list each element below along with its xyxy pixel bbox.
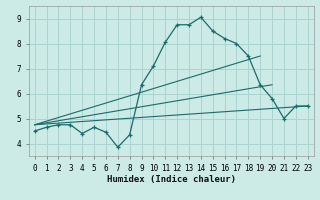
X-axis label: Humidex (Indice chaleur): Humidex (Indice chaleur) bbox=[107, 175, 236, 184]
